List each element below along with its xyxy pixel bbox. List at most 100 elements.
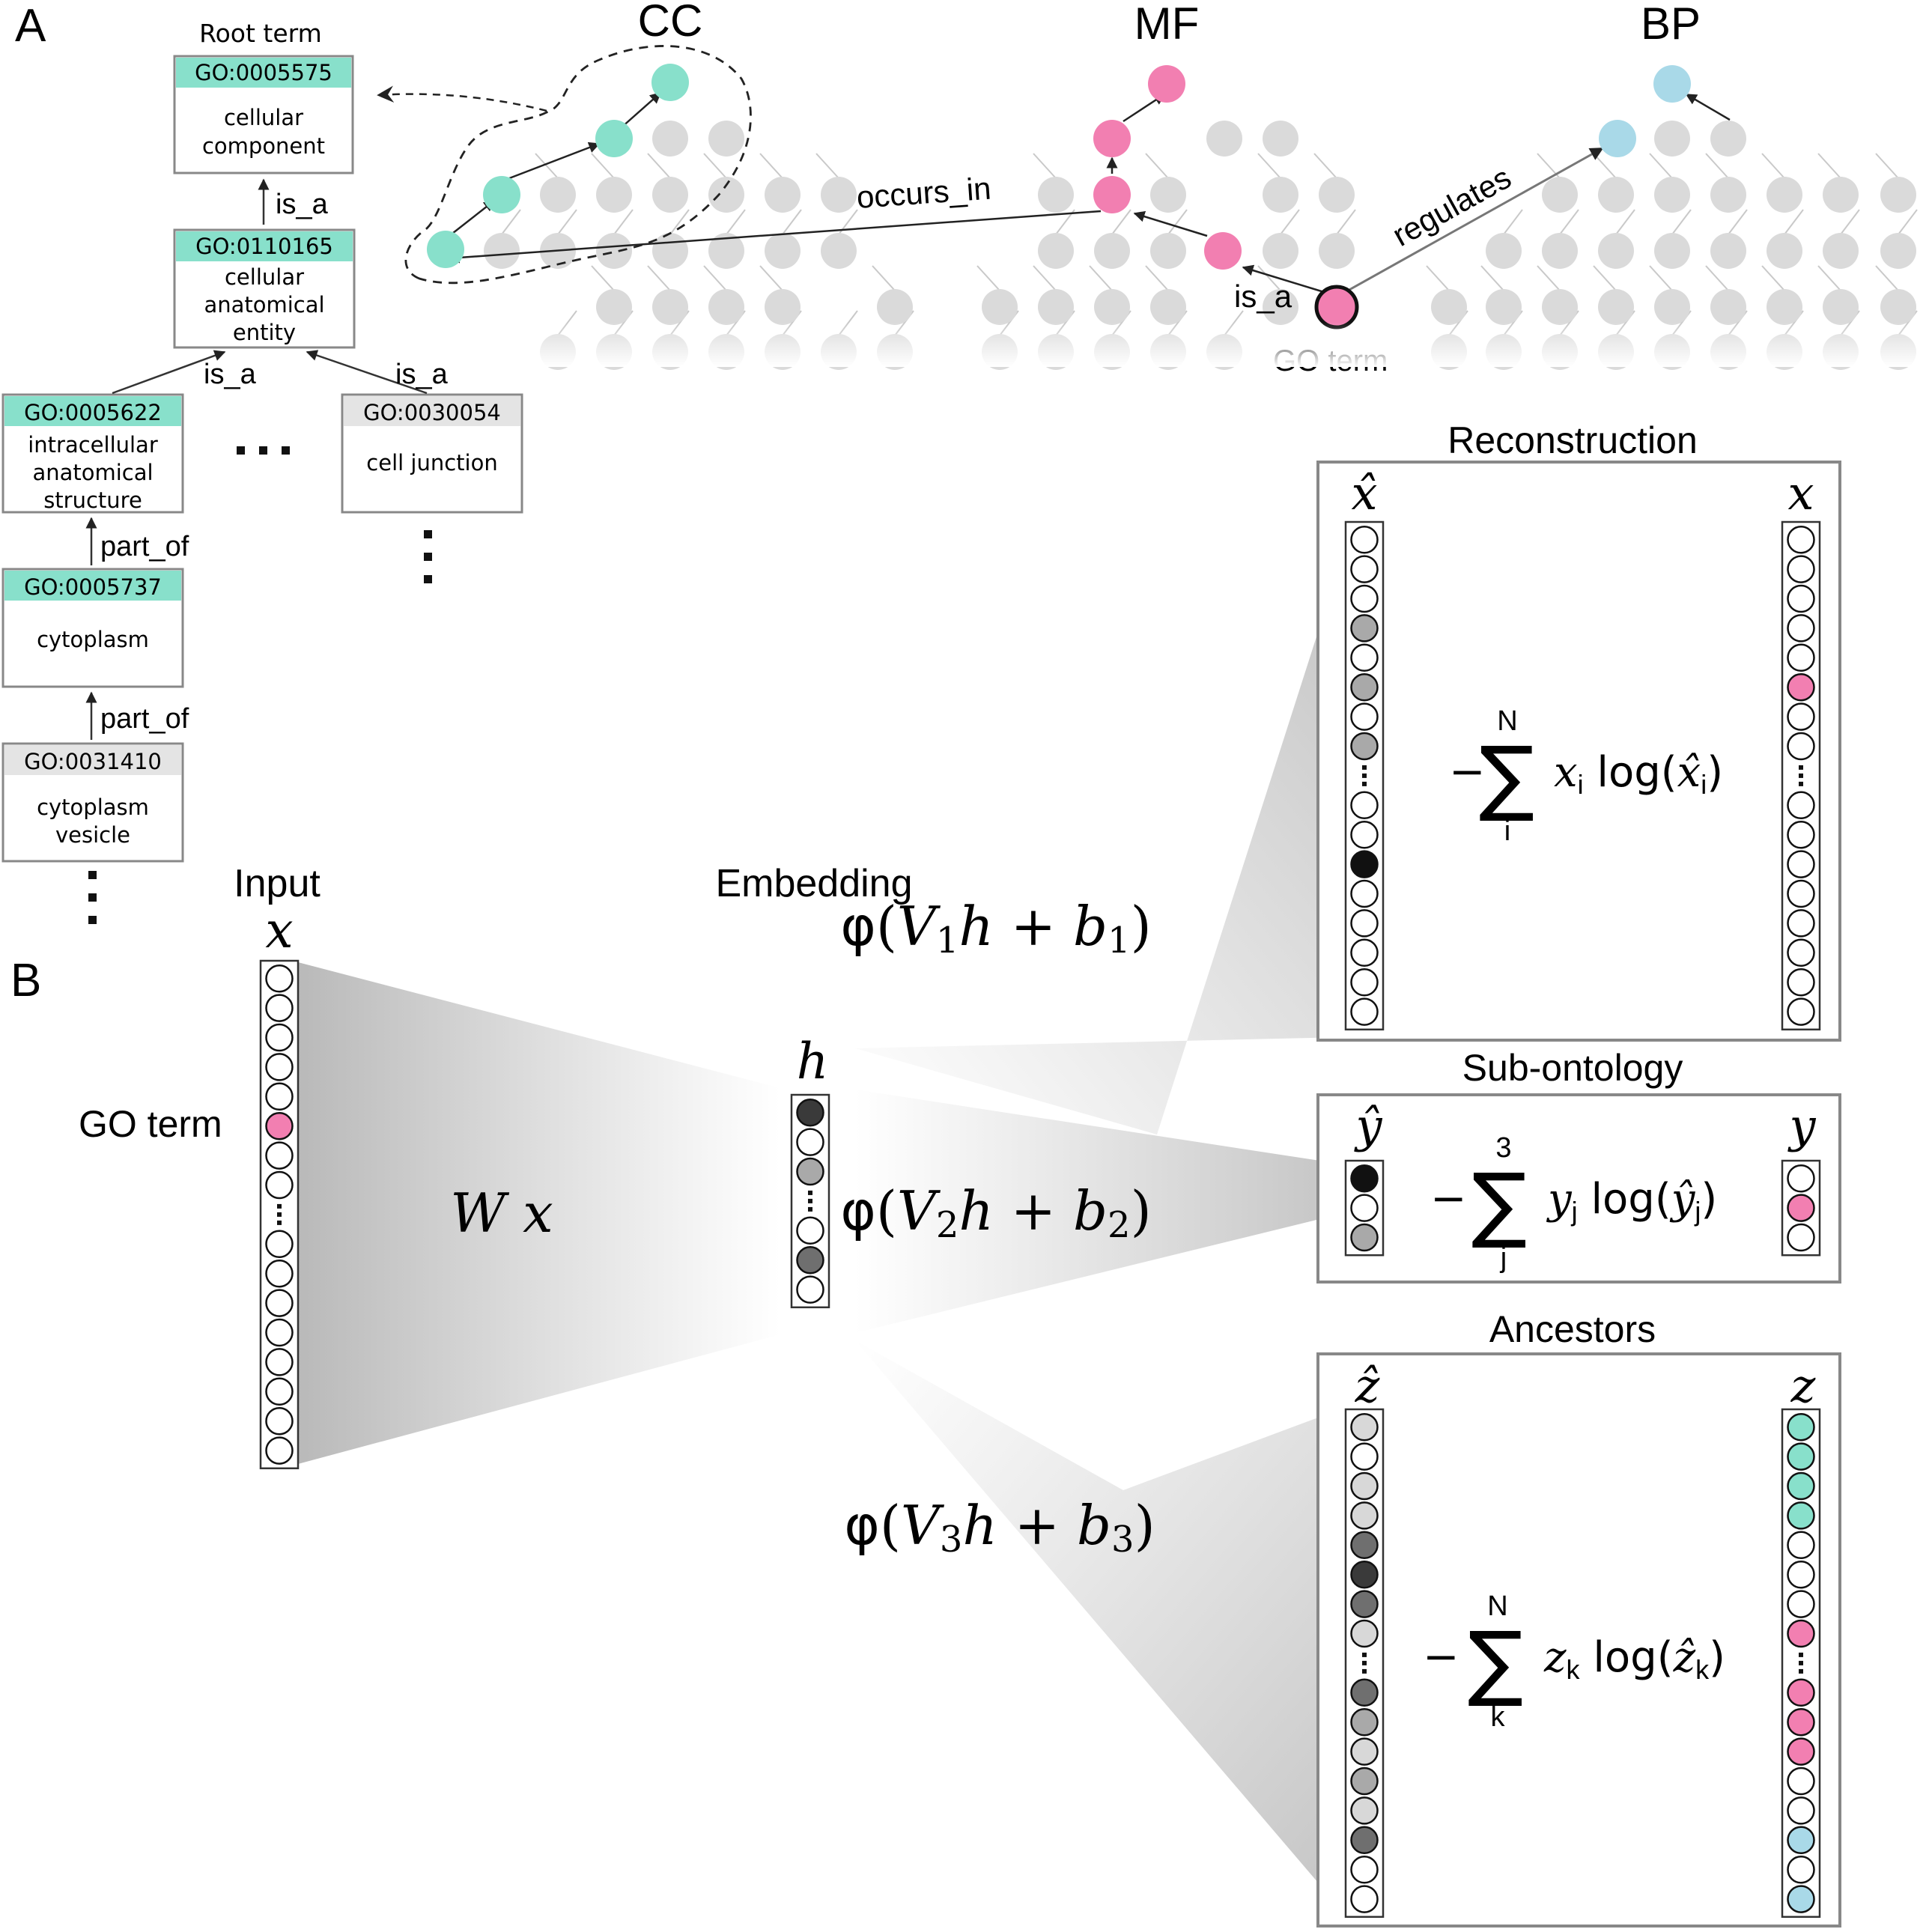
input-unit — [265, 1406, 294, 1436]
dashed-pointer-arrow — [377, 85, 547, 112]
go-name-line: intracellular — [28, 432, 158, 458]
ancestors-target-unit — [1787, 1855, 1815, 1884]
ancestors-target-unit — [1787, 1619, 1815, 1648]
dag-edge — [1875, 153, 1899, 179]
go-box-cytoplasm-vesicle: GO:0031410 cytoplasm vesicle — [1, 742, 184, 863]
reconstruction-target-unit — [1787, 938, 1815, 967]
term-sub: k — [1695, 1654, 1710, 1685]
svg-text:zk log(ẑk): zk log(ẑk) — [1543, 1633, 1725, 1685]
input-unit — [265, 994, 294, 1022]
reconstruction-output-unit — [1350, 555, 1379, 583]
dag-node — [1767, 177, 1802, 213]
reconstruction-target-unit — [1787, 850, 1815, 878]
dag-edge — [1649, 153, 1673, 179]
input-unit — [265, 1289, 294, 1317]
v-matrix: V — [897, 1179, 941, 1242]
go-name-line: cytoplasm — [37, 795, 149, 820]
encoder-transform: W x — [450, 1182, 553, 1245]
hat-var: x̂ — [1677, 748, 1701, 797]
dag-node — [1038, 233, 1074, 269]
dag-node — [652, 121, 688, 157]
dag-node — [1542, 233, 1578, 269]
decoder-fan-subontology — [855, 1090, 1344, 1333]
reconstruction-target-unit — [1787, 702, 1815, 731]
dag-edge — [647, 265, 671, 291]
dag-edge — [703, 153, 727, 179]
go-box-root: GO:0005575 cellular component — [173, 55, 354, 174]
dag-edge — [1761, 265, 1785, 291]
dag-edge — [535, 153, 559, 179]
reconstruction-box: Reconstruction x̂ x − ∑ N i xi log(x̂i) — [1316, 419, 1841, 1042]
dag-edge — [1257, 265, 1281, 291]
go-id: GO:0110165 — [195, 234, 333, 259]
go-name-line: anatomical — [32, 460, 153, 485]
dag-node — [540, 177, 576, 213]
go-term-label: GO term — [79, 1103, 222, 1145]
go-name-line: cellular — [225, 264, 304, 290]
go-term-node — [1314, 285, 1359, 329]
dag-edge — [872, 265, 896, 291]
dag-node — [1710, 121, 1746, 157]
reconstruction-output-unit — [1350, 967, 1379, 997]
ancestors-output-unit — [1350, 1885, 1379, 1913]
go-hierarchy: Root term GO:0005575 cellular component … — [1, 19, 547, 924]
dag-node — [1150, 177, 1186, 213]
dag-node — [1094, 233, 1130, 269]
ellipsis-dot — [277, 1212, 282, 1217]
reconstruction-target-unit — [1787, 967, 1815, 997]
dag-node — [708, 121, 744, 157]
cc-node — [427, 231, 464, 268]
ancestors-target-unit — [1787, 1826, 1815, 1855]
h-var: h — [959, 895, 993, 958]
b-var: b — [1073, 895, 1108, 958]
dag-node — [1598, 177, 1634, 213]
ellipsis-dot — [1362, 773, 1367, 778]
dag-node — [1319, 177, 1355, 213]
subontology-output-unit — [1350, 1164, 1379, 1193]
edge-arrow — [505, 142, 601, 181]
go-name-line: anatomical — [204, 292, 324, 318]
term-sub: i — [1701, 769, 1707, 800]
dag-node — [1263, 177, 1298, 213]
cc-node — [483, 176, 520, 213]
dag-edge — [1167, 209, 1188, 235]
ellipsis-dot — [277, 1220, 282, 1225]
subontology-target-unit — [1787, 1164, 1815, 1193]
edge-arrow — [1242, 264, 1325, 294]
b-var: b — [1077, 1494, 1111, 1557]
ancestors-output-unit — [1350, 1442, 1379, 1471]
reconstruction-output-unit — [1350, 938, 1379, 967]
cc-subgraph-outline — [404, 45, 752, 285]
input-unit — [265, 1111, 294, 1140]
dag-node — [1767, 233, 1802, 269]
dag-edge — [1503, 209, 1523, 235]
dag-edge — [1145, 153, 1169, 179]
decoder-fan-reconstruction — [855, 550, 1344, 1134]
dag-node — [821, 233, 857, 269]
ancestors-target-unit — [1787, 1501, 1815, 1530]
dag-edge — [1875, 265, 1899, 291]
edge-label-part-of: part_of — [100, 703, 189, 735]
dag-edge — [1840, 209, 1860, 235]
sum-lower: k — [1491, 1701, 1506, 1733]
ancestors-output-unit — [1350, 1619, 1379, 1648]
minus-sign: − — [1449, 746, 1486, 797]
ancestors-output-unit — [1350, 1678, 1379, 1707]
input-unit — [265, 1230, 294, 1259]
ellipsis-dot — [808, 1206, 812, 1212]
dag-node — [1823, 177, 1859, 213]
go-id: GO:0005575 — [195, 60, 332, 85]
sum-lower: j — [1500, 1242, 1507, 1274]
ontology-label-bp: BP — [1641, 0, 1701, 49]
embedding-var: h — [797, 1033, 829, 1090]
dag-edge — [1784, 209, 1804, 235]
dag-edge — [669, 209, 690, 235]
ellipsis-dot — [1799, 765, 1803, 770]
svg-text:yj log(ŷj): yj log(ŷj) — [1546, 1175, 1717, 1227]
dag-node — [1654, 289, 1690, 325]
mf-node — [1148, 65, 1185, 103]
reconstruction-output-unit — [1350, 732, 1379, 761]
dag-edge — [1111, 209, 1131, 235]
minus-sign: − — [1423, 1631, 1459, 1682]
